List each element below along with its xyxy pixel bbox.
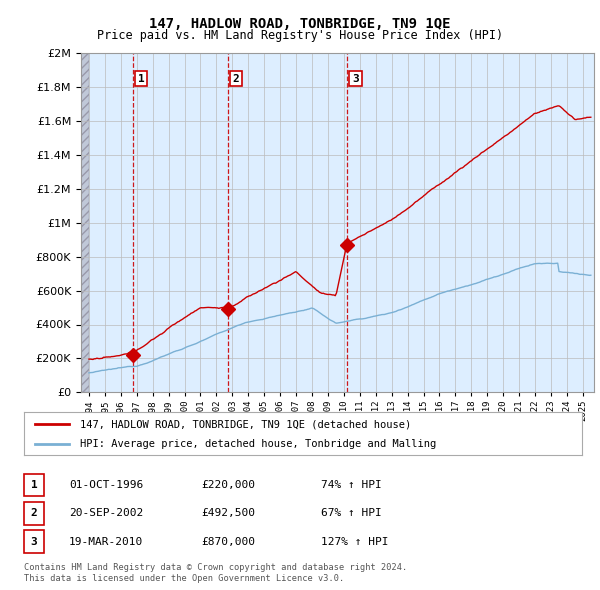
Text: Contains HM Land Registry data © Crown copyright and database right 2024.: Contains HM Land Registry data © Crown c… [24,563,407,572]
Text: 147, HADLOW ROAD, TONBRIDGE, TN9 1QE: 147, HADLOW ROAD, TONBRIDGE, TN9 1QE [149,17,451,31]
Text: 1: 1 [31,480,37,490]
Bar [81,53,89,392]
Text: 20-SEP-2002: 20-SEP-2002 [69,509,143,518]
Text: 19-MAR-2010: 19-MAR-2010 [69,537,143,546]
Text: £492,500: £492,500 [201,509,255,518]
Text: 2: 2 [233,74,239,84]
Text: 147, HADLOW ROAD, TONBRIDGE, TN9 1QE (detached house): 147, HADLOW ROAD, TONBRIDGE, TN9 1QE (de… [80,419,411,429]
Text: £870,000: £870,000 [201,537,255,546]
Text: 3: 3 [31,537,37,546]
Text: This data is licensed under the Open Government Licence v3.0.: This data is licensed under the Open Gov… [24,574,344,583]
Text: 1: 1 [137,74,145,84]
Text: 127% ↑ HPI: 127% ↑ HPI [321,537,389,546]
Text: 74% ↑ HPI: 74% ↑ HPI [321,480,382,490]
Text: 3: 3 [352,74,359,84]
Text: 01-OCT-1996: 01-OCT-1996 [69,480,143,490]
Text: £220,000: £220,000 [201,480,255,490]
Text: 67% ↑ HPI: 67% ↑ HPI [321,509,382,518]
Text: HPI: Average price, detached house, Tonbridge and Malling: HPI: Average price, detached house, Tonb… [80,439,436,449]
Text: 2: 2 [31,509,37,518]
Text: Price paid vs. HM Land Registry's House Price Index (HPI): Price paid vs. HM Land Registry's House … [97,30,503,42]
